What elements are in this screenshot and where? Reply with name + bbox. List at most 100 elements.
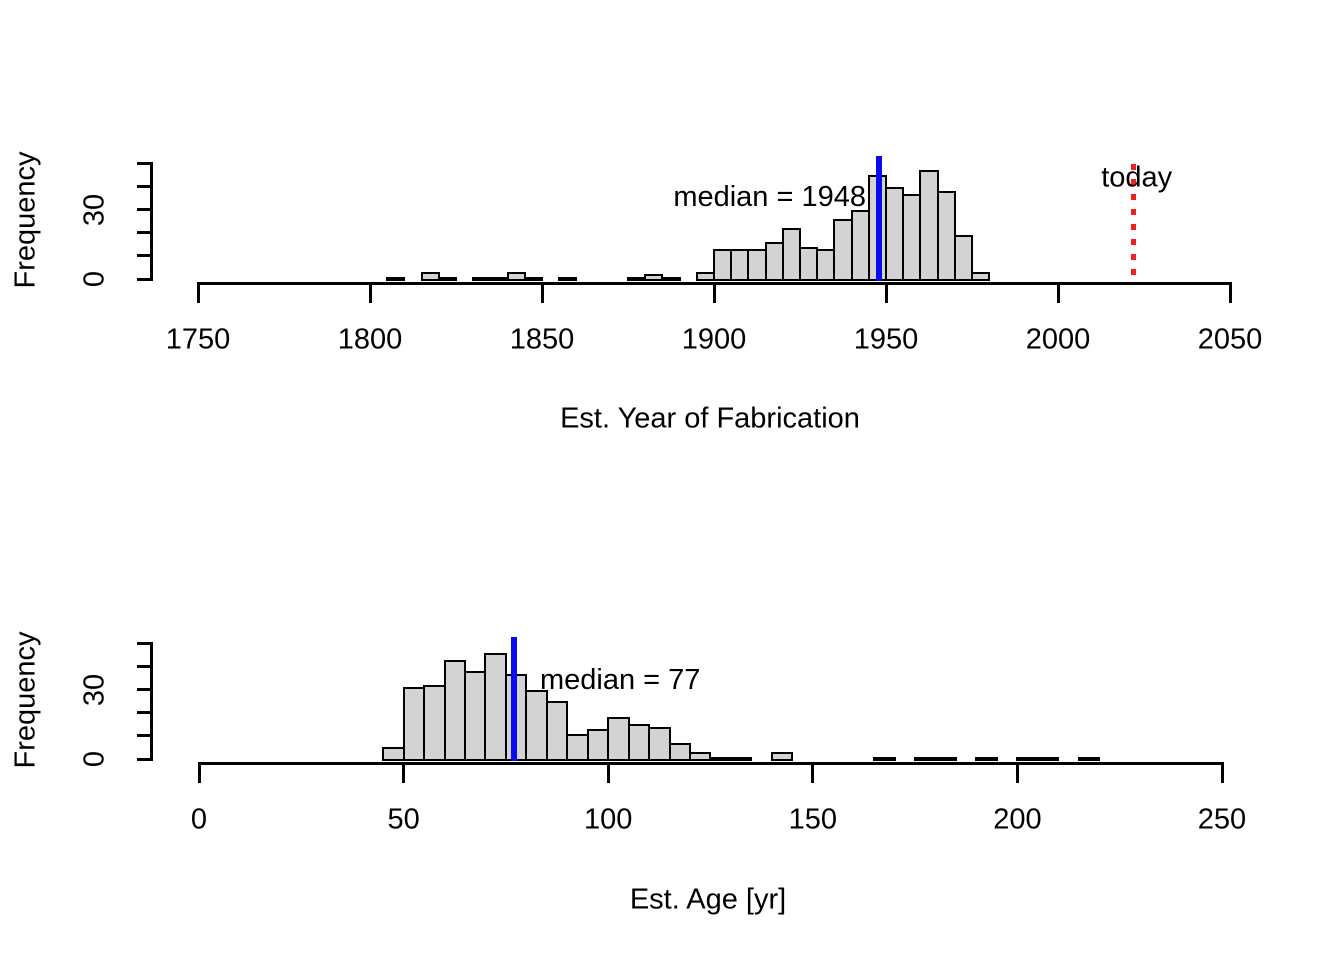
histogram-bar <box>523 276 543 281</box>
x-tick-label: 200 <box>993 803 1042 836</box>
histogram-bar <box>443 659 466 761</box>
histogram-bar <box>423 685 446 761</box>
histogram-bar <box>525 689 548 761</box>
x-axis-line <box>196 282 1232 285</box>
median-line <box>511 637 518 761</box>
histogram-bar <box>689 752 712 761</box>
histogram-bar <box>504 673 528 761</box>
histogram-bar <box>902 193 922 281</box>
histogram-bar <box>644 274 664 281</box>
histogram-bar <box>586 728 610 761</box>
histogram-bar <box>873 756 896 761</box>
x-tick <box>606 764 610 783</box>
histogram-bar <box>607 717 630 761</box>
histogram-bar <box>713 248 733 281</box>
histogram-bar <box>566 733 589 761</box>
x-tick <box>1056 284 1060 303</box>
median-line <box>876 156 883 281</box>
histogram-bar <box>816 248 836 281</box>
y-tick <box>137 185 151 189</box>
x-tick <box>402 764 406 783</box>
y-tick <box>137 162 151 165</box>
x-tick-label: 50 <box>387 803 420 836</box>
x-axis-line <box>197 762 1224 765</box>
x-tick <box>1228 284 1232 303</box>
y-tick <box>137 642 151 645</box>
y-tick <box>137 208 151 212</box>
x-tick-label: 0 <box>190 803 208 836</box>
histogram-bar <box>953 235 973 281</box>
y-axis-title: Frequency <box>9 631 42 769</box>
x-tick <box>197 764 201 783</box>
y-axis-title: Frequency <box>9 151 42 289</box>
x-tick-label: 150 <box>788 803 837 836</box>
histogram-bar <box>695 272 715 281</box>
histogram-bar <box>506 272 526 281</box>
x-tick <box>1220 764 1224 783</box>
x-tick-label: 2050 <box>1197 323 1263 356</box>
x-tick <box>196 284 200 303</box>
histogram-bar <box>627 276 647 281</box>
histogram-bar <box>833 218 853 281</box>
histogram-bar <box>558 276 578 281</box>
histogram-bar <box>661 276 681 281</box>
histogram-bar <box>914 756 937 761</box>
histogram-bar <box>934 756 957 761</box>
histogram-bar <box>936 191 956 281</box>
histogram-bar <box>850 209 870 281</box>
x-tick-label: 1900 <box>681 323 747 356</box>
histogram-bar <box>1036 756 1060 761</box>
median-annotation: median = 1948 <box>673 181 866 213</box>
x-tick-label: 100 <box>583 803 633 836</box>
y-tick-label: 30 <box>78 193 111 226</box>
y-tick <box>137 688 151 692</box>
histogram-bar <box>437 276 457 281</box>
today-line <box>1131 164 1137 281</box>
x-tick <box>811 764 815 783</box>
histogram-bar <box>668 742 692 761</box>
x-tick-label: 1850 <box>509 323 575 356</box>
x-axis-title: Est. Age [yr] <box>629 883 787 916</box>
y-tick-label: 0 <box>78 750 111 768</box>
histogram-bar <box>770 752 794 761</box>
histogram-bar <box>867 175 887 281</box>
y-tick <box>137 734 151 738</box>
histogram-bar <box>420 272 440 281</box>
x-tick-label: 250 <box>1197 803 1247 836</box>
x-tick <box>884 284 888 303</box>
histogram-bar <box>648 726 671 761</box>
histogram-bar <box>386 276 406 281</box>
histogram-bar <box>729 756 753 761</box>
histogram-bar <box>919 170 939 281</box>
histogram-bar <box>885 186 905 281</box>
histogram-bar <box>472 276 492 281</box>
histogram-bar <box>489 276 509 281</box>
histogram-bar <box>975 756 998 761</box>
histogram-bar <box>627 724 651 761</box>
y-axis-line <box>150 642 153 761</box>
histogram-bar <box>1077 756 1101 761</box>
x-axis-title: Est. Year of Fabrication <box>560 402 860 435</box>
y-tick <box>137 277 151 281</box>
y-tick-label: 30 <box>78 673 111 706</box>
y-tick <box>137 665 151 669</box>
histogram-bar <box>484 652 507 761</box>
histogram-bar <box>781 228 801 281</box>
histogram-bar <box>730 248 750 281</box>
x-tick <box>368 284 372 303</box>
y-tick <box>137 757 151 761</box>
y-tick <box>137 231 151 235</box>
histogram-bar <box>799 246 819 281</box>
histogram-bar <box>709 756 732 761</box>
y-tick <box>137 254 151 258</box>
x-tick-label: 1800 <box>337 323 403 356</box>
y-tick-label: 0 <box>78 270 111 288</box>
y-tick <box>137 711 151 715</box>
x-tick-label: 1950 <box>853 323 919 356</box>
histogram-bar <box>764 242 784 281</box>
x-tick <box>540 284 544 303</box>
histogram-bar <box>545 701 569 761</box>
histogram-bar <box>382 747 405 761</box>
x-tick <box>1015 764 1019 783</box>
